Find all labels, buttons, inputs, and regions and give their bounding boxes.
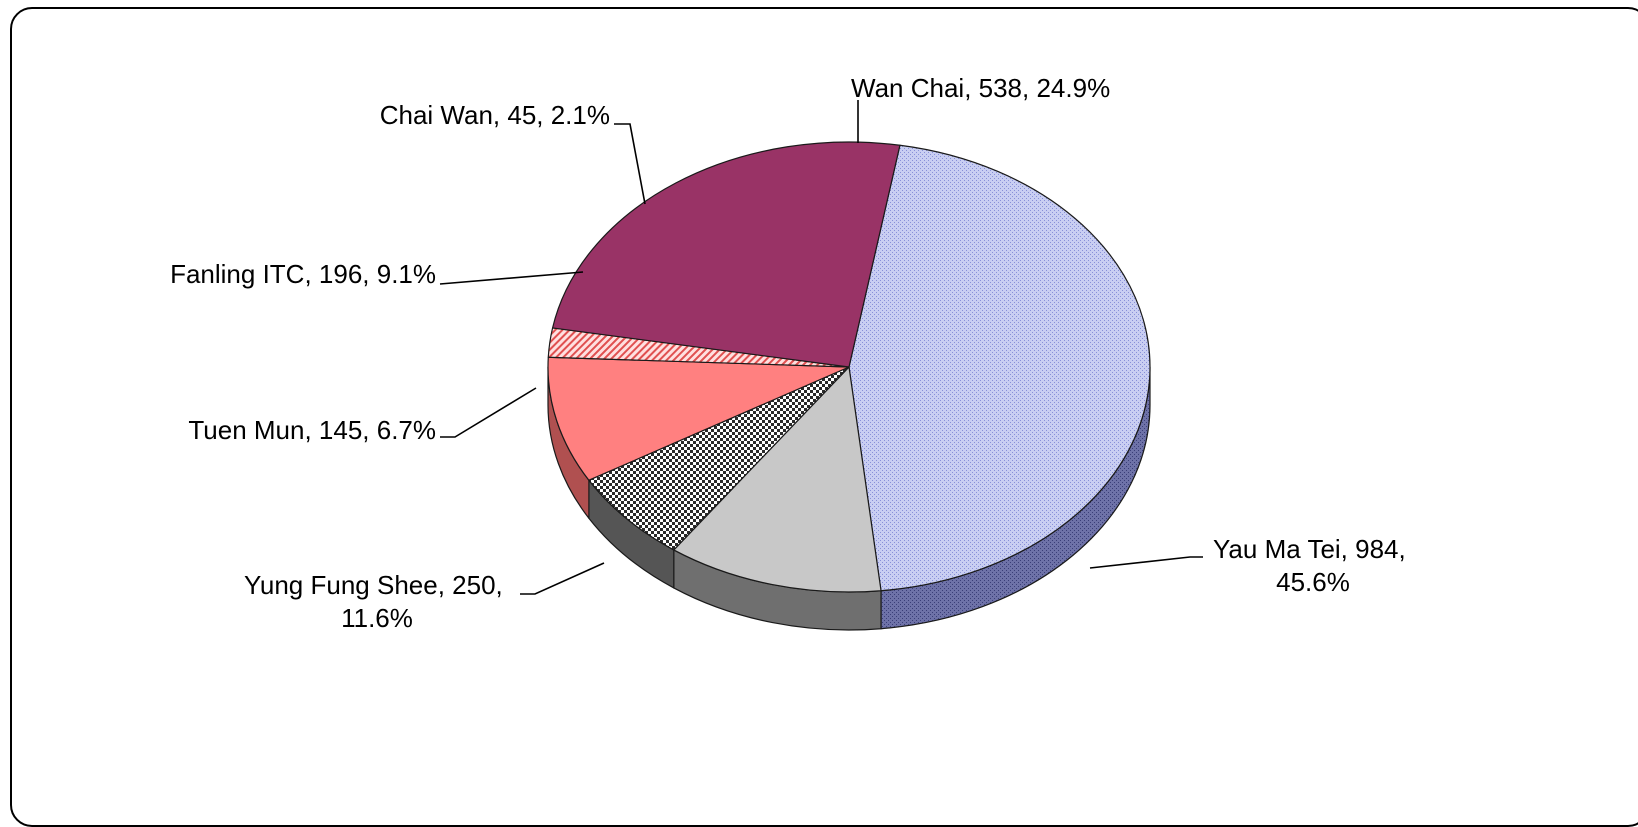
data-label-tuen-mun: Tuen Mun, 145, 6.7% bbox=[188, 415, 436, 445]
leader-line-fanling-itc bbox=[440, 272, 583, 284]
pie-top-slices bbox=[548, 142, 1150, 592]
pie-slice-wan-chai bbox=[553, 142, 900, 367]
leader-line-yau-ma-tei bbox=[1090, 557, 1203, 568]
leader-line-yung-fung-shee bbox=[520, 563, 604, 594]
data-label-fanling-itc: Fanling ITC, 196, 9.1% bbox=[170, 259, 436, 289]
data-label-yung-fung-shee: Yung Fung Shee, 250, 11.6% bbox=[244, 570, 510, 633]
data-label-wan-chai: Wan Chai, 538, 24.9% bbox=[851, 73, 1110, 103]
leader-line-chai-wan bbox=[614, 124, 645, 204]
leader-line-tuen-mun bbox=[440, 388, 536, 437]
data-label-chai-wan: Chai Wan, 45, 2.1% bbox=[380, 100, 610, 130]
data-label-yau-ma-tei: Yau Ma Tei, 984, 45.6% bbox=[1213, 534, 1413, 597]
